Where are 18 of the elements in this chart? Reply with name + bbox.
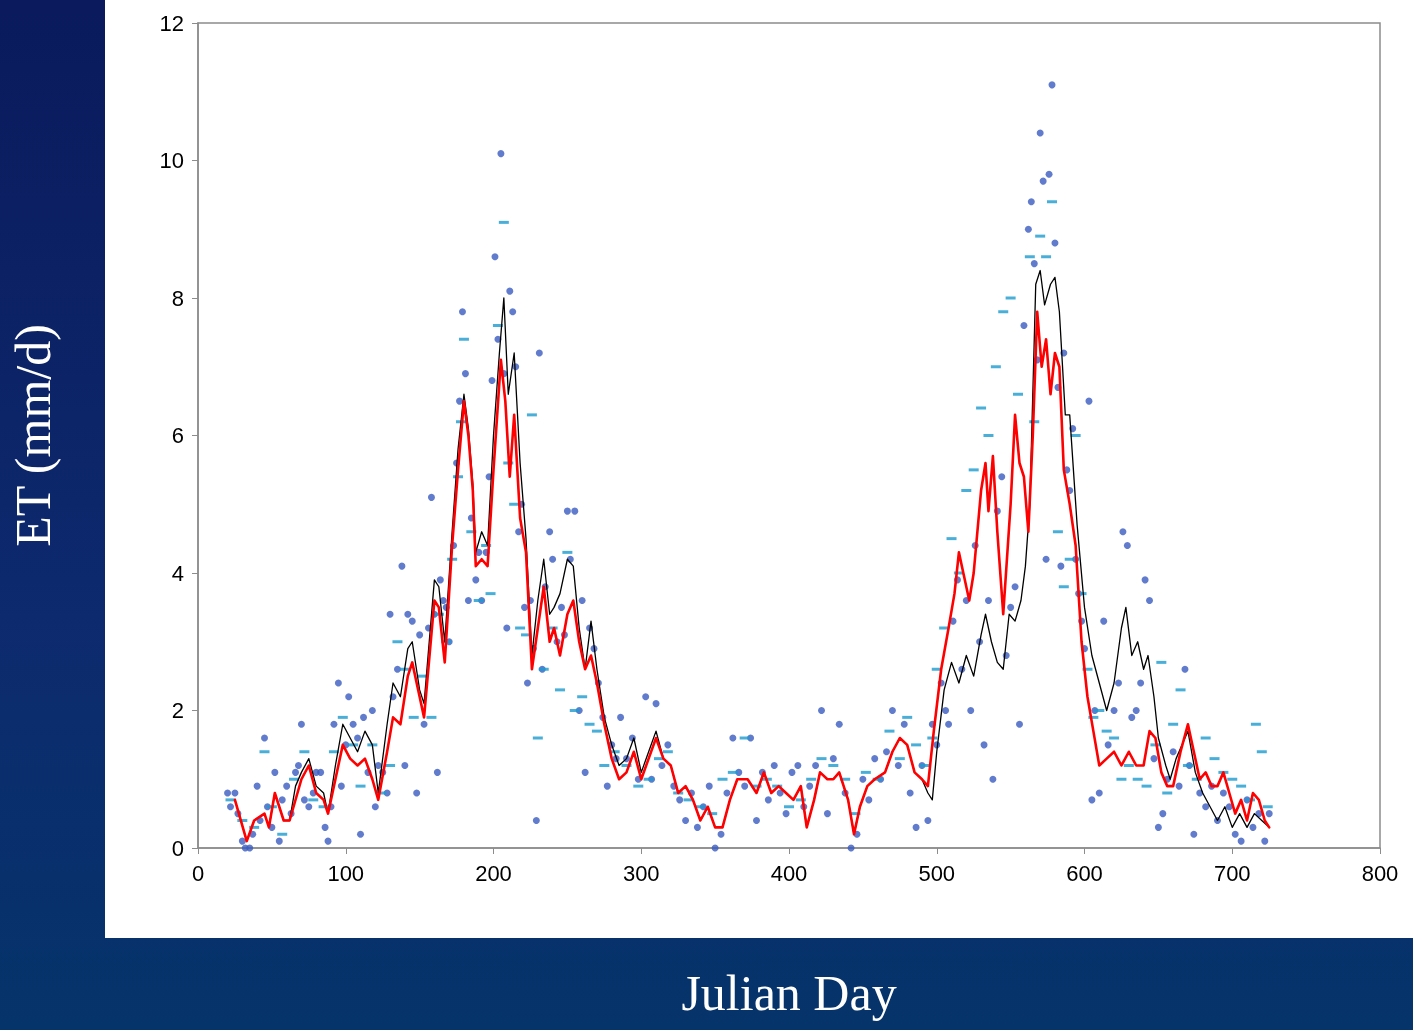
y-tick-label: 12	[159, 10, 184, 36]
y-tick-label: 4	[171, 560, 184, 586]
y-axis-title: ET (mm/d)	[5, 324, 61, 547]
x-tick-label: 500	[918, 860, 956, 886]
x-tick-label: 800	[1361, 860, 1399, 886]
x-tick-label: 100	[327, 860, 365, 886]
x-tick-label: 600	[1066, 860, 1103, 886]
y-tick-label: 10	[159, 148, 184, 173]
x-tick-label: 300	[622, 860, 660, 886]
x-tick-label: 200	[475, 860, 512, 886]
x-axis-title: Julian Day	[681, 965, 897, 1021]
x-tick-label: 400	[770, 860, 808, 886]
y-tick-label: 6	[171, 423, 184, 448]
y-tick-label: 8	[171, 285, 184, 311]
y-tick-label: 2	[171, 698, 184, 723]
x-tick-label: 0	[191, 860, 205, 886]
y-tick-label: 0	[171, 835, 184, 861]
x-tick-label: 700	[1213, 860, 1251, 886]
